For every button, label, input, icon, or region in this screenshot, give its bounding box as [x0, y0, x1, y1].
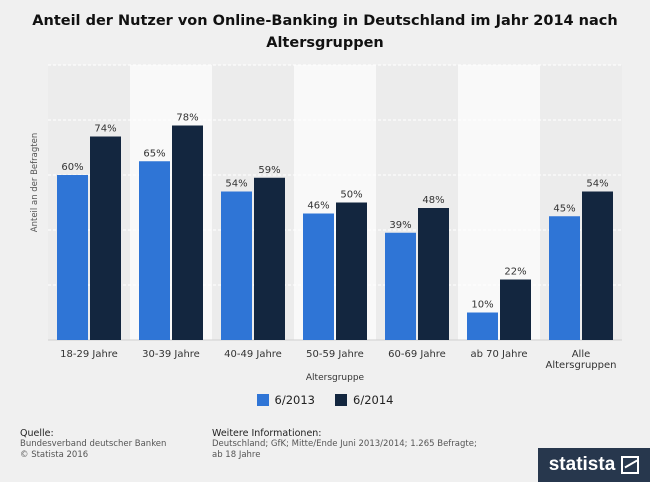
data-label: 54% [586, 179, 608, 190]
statista-logo-icon [621, 456, 640, 474]
data-label: 78% [176, 113, 198, 124]
legend-swatch-2014 [335, 394, 347, 406]
x-tick-label: 60-69 Jahre [388, 349, 446, 360]
source-line-1: Bundesverband deutscher Banken [20, 439, 167, 449]
bar [549, 216, 580, 340]
data-label: 54% [225, 179, 247, 190]
data-label: 74% [94, 124, 116, 135]
x-tick-label: 18-29 Jahre [60, 349, 118, 360]
bar [90, 136, 121, 340]
x-tick-label: Alle [572, 349, 591, 360]
info-line-1: Deutschland; GfK; Mitte/Ende Juni 2013/2… [212, 439, 477, 449]
source-line-2: © Statista 2016 [20, 449, 89, 460]
data-label: 50% [340, 190, 362, 201]
y-axis-label: Anteil an der Befragten [30, 133, 40, 232]
bar [582, 191, 613, 340]
legend-item-2013[interactable]: 6/2013 [256, 393, 315, 407]
data-label: 45% [553, 203, 575, 214]
data-label: 65% [143, 148, 165, 159]
x-tick-label: Altersgruppen [546, 360, 617, 371]
legend-label-2013: 6/2013 [274, 393, 315, 407]
data-label: 46% [307, 201, 329, 212]
info-block: Weitere Informationen: Deutschland; GfK;… [212, 428, 477, 460]
bar [418, 208, 449, 340]
x-tick-label: 30-39 Jahre [142, 349, 200, 360]
data-label: 60% [61, 162, 83, 173]
bar [172, 125, 203, 340]
data-label: 10% [471, 300, 493, 311]
legend-swatch-2013 [256, 394, 269, 406]
bar [385, 232, 416, 340]
bar [139, 161, 170, 340]
brand-text: statista [548, 454, 616, 475]
legend-label-2014: 6/2014 [353, 393, 394, 407]
info-heading: Weitere Informationen: [212, 428, 322, 439]
data-label: 39% [389, 220, 411, 231]
info-line-2: ab 18 Jahre [212, 449, 261, 460]
x-tick-label: 40-49 Jahre [224, 349, 282, 360]
data-label: 48% [422, 195, 444, 206]
chart-title-text: Anteil der Nutzer von Online-Banking in … [32, 13, 618, 51]
bar [57, 175, 88, 340]
bar [500, 279, 531, 340]
data-label: 59% [258, 165, 280, 176]
source-block: Quelle: Bundesverband deutscher Banken ©… [20, 428, 166, 460]
bar [336, 202, 367, 340]
statista-logo[interactable]: statista [538, 448, 650, 482]
bar [303, 213, 334, 340]
bar [221, 191, 252, 340]
x-tick-label: ab 70 Jahre [470, 349, 527, 360]
bar-chart: 60% 74% 18-29 Jahre 65% 78% 30-39 Jahre 54% 59%… [30, 64, 622, 383]
legend: 6/2013 6/2014 [0, 393, 650, 407]
bar [254, 177, 285, 340]
bar [467, 312, 498, 340]
legend-item-2014[interactable]: 6/2014 [335, 393, 393, 407]
x-axis-label: Altersgruppe [306, 373, 365, 383]
x-tick-label: 50-59 Jahre [306, 349, 364, 360]
chart-title: Anteil der Nutzer von Online-Banking in … [0, 10, 650, 54]
source-heading: Quelle: [20, 428, 54, 439]
data-label: 22% [504, 267, 526, 278]
